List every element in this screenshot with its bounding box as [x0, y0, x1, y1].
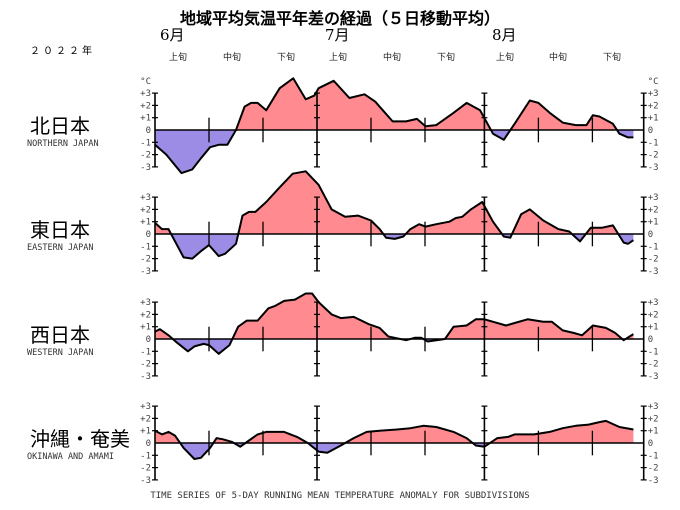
- y-tick-label-right: +1: [648, 218, 659, 228]
- y-tick-label-right: +3: [648, 298, 659, 308]
- decade-label: 上旬: [328, 53, 348, 63]
- y-tick-label-left: 0: [146, 335, 151, 345]
- y-tick-label-right: -3: [648, 267, 659, 277]
- y-tick-label-left: 0: [146, 230, 151, 240]
- y-tick-label-left: -3: [140, 163, 151, 173]
- y-tick-label-left: 0: [146, 126, 151, 136]
- decade-label: 上旬: [495, 53, 515, 63]
- y-tick-label-right: +3: [648, 89, 659, 99]
- decade-label: 下旬: [602, 53, 622, 63]
- y-tick-label-left: -2: [140, 255, 151, 265]
- positive-anomaly-area: [155, 293, 634, 339]
- year-label: ２０２２年: [30, 46, 95, 57]
- y-tick-label-left: -2: [140, 151, 151, 161]
- decade-label: 下旬: [276, 53, 296, 63]
- y-tick-label-left: +1: [140, 218, 151, 228]
- y-tick-label-right: -3: [648, 476, 659, 486]
- anomaly-line: [154, 170, 634, 260]
- y-tick-label-left: +3: [140, 193, 151, 203]
- y-tick-label-right: -1: [648, 451, 659, 461]
- y-tick-label-right: +1: [648, 427, 659, 437]
- y-tick-label-left: +3: [140, 402, 151, 412]
- y-tick-label-left: +1: [140, 427, 151, 437]
- negative-anomaly-area: [155, 234, 634, 259]
- y-tick-label-left: +3: [140, 89, 151, 99]
- y-tick-label-right: +2: [648, 414, 659, 424]
- decade-label: 中旬: [548, 53, 568, 63]
- y-tick-label-right: -2: [648, 255, 659, 265]
- y-tick-label-right: -1: [648, 138, 659, 148]
- negative-anomaly-area: [155, 443, 634, 459]
- y-tick-label-left: +2: [140, 310, 151, 320]
- decade-label: 中旬: [382, 53, 402, 63]
- region-name-en: OKINAWA AND AMAMI: [27, 452, 114, 462]
- chart-footer-caption: TIME SERIES OF 5-DAY RUNNING MEAN TEMPER…: [150, 491, 530, 501]
- month-label-july: 7月: [325, 26, 350, 44]
- y-tick-label-left: -2: [140, 464, 151, 474]
- y-tick-label-left: -1: [140, 451, 151, 461]
- y-tick-label-right: +2: [648, 205, 659, 215]
- region-name: 東日本: [30, 218, 90, 242]
- positive-anomaly-area: [155, 420, 634, 443]
- y-tick-label-right: +2: [648, 101, 659, 111]
- anomaly-line: [154, 419, 634, 460]
- y-tick-label-right: -2: [648, 151, 659, 161]
- y-tick-label-left: +2: [140, 205, 151, 215]
- region-name: 西日本: [30, 323, 90, 347]
- y-tick-label-left: 0: [146, 439, 151, 449]
- y-tick-label-right: -3: [648, 372, 659, 382]
- y-tick-label-right: +1: [648, 114, 659, 124]
- y-tick-label-left: +2: [140, 414, 151, 424]
- y-tick-label-right: 0: [648, 439, 653, 449]
- decade-label: 上旬: [168, 53, 188, 63]
- y-tick-label-right: -1: [648, 242, 659, 252]
- y-tick-label-right: +2: [648, 310, 659, 320]
- negative-anomaly-area: [155, 130, 634, 174]
- region-name-en: WESTERN JAPAN: [27, 348, 94, 358]
- decade-label: 下旬: [436, 53, 456, 63]
- y-tick-label-left: -2: [140, 360, 151, 370]
- y-tick-label-right: +3: [648, 193, 659, 203]
- month-label-june: 6月: [160, 26, 185, 44]
- region-name: 沖縄・奄美: [30, 427, 130, 451]
- y-tick-label-left: -3: [140, 476, 151, 486]
- y-tick-label-right: -2: [648, 464, 659, 474]
- y-tick-label-left: +3: [140, 298, 151, 308]
- y-tick-label-left: +1: [140, 114, 151, 124]
- y-tick-label-right: 0: [648, 230, 653, 240]
- chart-title: 地域平均気温平年差の経過（５日移動平均）: [179, 9, 500, 28]
- unit-label-right: °C: [648, 77, 659, 87]
- region-name-en: EASTERN JAPAN: [27, 243, 94, 253]
- y-tick-label-right: 0: [648, 335, 653, 345]
- y-tick-label-left: -1: [140, 138, 151, 148]
- y-tick-label-left: -1: [140, 242, 151, 252]
- y-tick-label-right: +1: [648, 323, 659, 333]
- y-tick-label-right: +3: [648, 402, 659, 412]
- y-tick-label-right: -3: [648, 163, 659, 173]
- unit-label-left: °C: [140, 77, 151, 87]
- y-tick-label-left: +2: [140, 101, 151, 111]
- y-tick-label-left: -3: [140, 267, 151, 277]
- y-tick-label-left: -1: [140, 347, 151, 357]
- anomaly-line: [154, 292, 634, 355]
- month-label-august: 8月: [492, 26, 517, 44]
- negative-anomaly-area: [155, 339, 634, 354]
- anomaly-line: [154, 77, 634, 175]
- y-tick-label-right: -2: [648, 360, 659, 370]
- positive-anomaly-area: [155, 171, 634, 234]
- y-tick-label-right: -1: [648, 347, 659, 357]
- y-tick-label-left: -3: [140, 372, 151, 382]
- decade-label: 中旬: [222, 53, 242, 63]
- y-tick-label-left: +1: [140, 323, 151, 333]
- region-name-en: NORTHERN JAPAN: [27, 139, 99, 149]
- region-name: 北日本: [30, 114, 90, 138]
- positive-anomaly-area: [155, 78, 634, 130]
- y-tick-label-right: 0: [648, 126, 653, 136]
